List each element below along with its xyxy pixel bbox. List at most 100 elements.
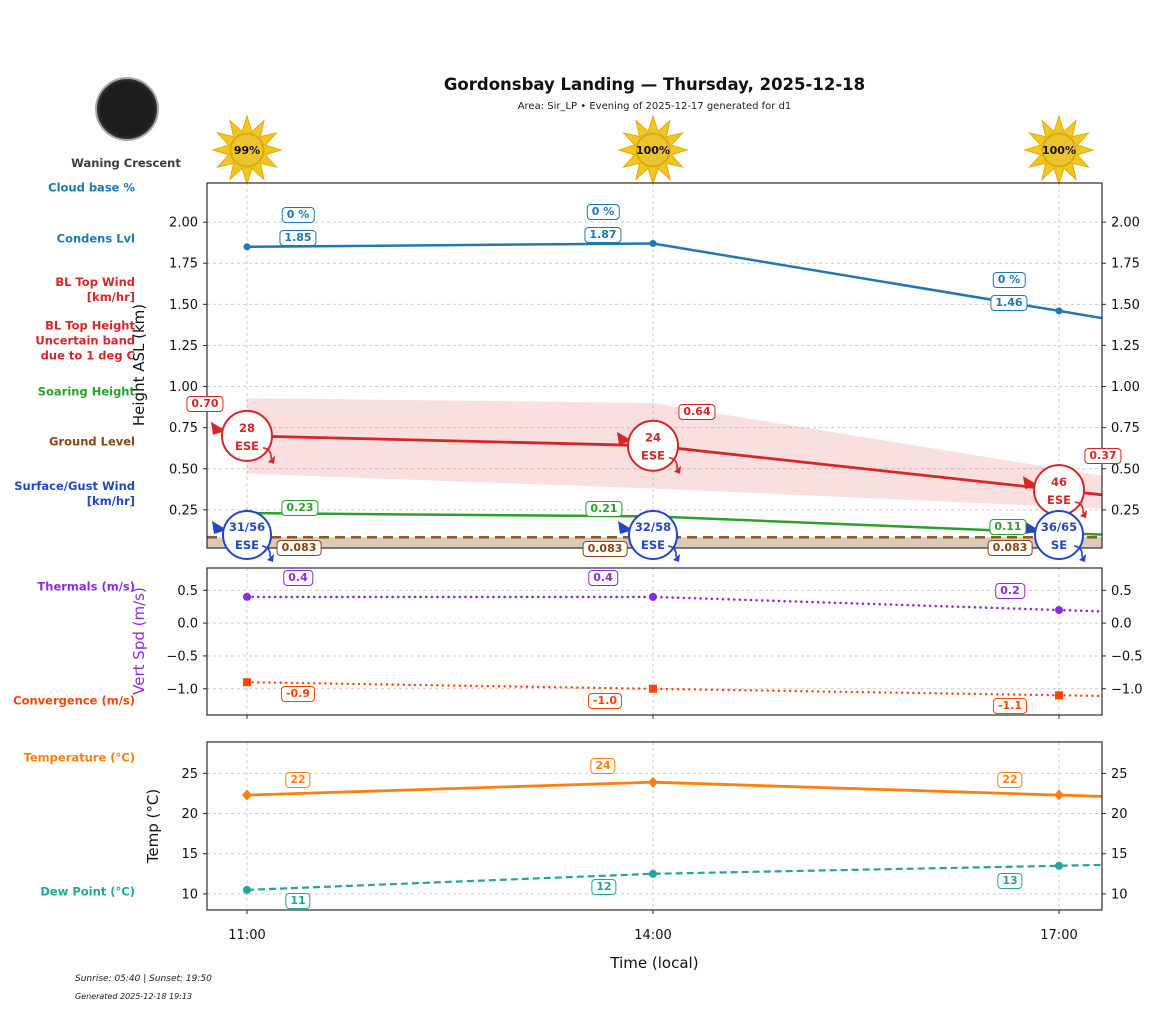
wind-dir-arrow-icon (1073, 545, 1083, 558)
y-tick-label: 0.25 (169, 503, 198, 518)
y-tick-label: 20 (181, 807, 198, 822)
y-tick-label: 0.0 (1111, 617, 1132, 632)
y-tick-label: 1.00 (1111, 380, 1140, 395)
sunrise-sunset-note: Sunrise: 05:40 | Sunset: 19:50 (75, 974, 212, 984)
moon-phase-label: Waning Crescent (71, 156, 181, 170)
wind-speed-label: 36/65 (1041, 520, 1077, 534)
wind-direction-label: ESE (641, 538, 665, 552)
point-marker (649, 869, 657, 878)
y-tick-label: −0.5 (166, 649, 198, 664)
point-marker (1055, 307, 1063, 315)
y-tick-label: 0.25 (1111, 503, 1140, 518)
row-label: BL Top Wind [km/hr] (55, 275, 135, 304)
point-marker (243, 243, 251, 251)
wind-circle (627, 419, 679, 472)
row-label: Cloud base % (48, 180, 135, 195)
sun-disc (1041, 132, 1077, 168)
y-tick-label: 25 (181, 767, 198, 782)
row-label: Dew Point (°C) (40, 884, 135, 899)
point-marker (243, 678, 251, 687)
point-marker (649, 240, 657, 248)
wind-speed-label: 28 (239, 421, 255, 435)
wind-dir-arrowhead (268, 455, 275, 464)
y-tick-label: −0.5 (1111, 649, 1143, 664)
y-tick-label: 0.75 (1111, 421, 1140, 436)
x-tick-label: 17:00 (1040, 928, 1078, 943)
y-tick-label: 15 (181, 847, 198, 862)
sunshine-percent-label: 100% (636, 144, 670, 157)
wind-dir-arrowhead (1079, 554, 1086, 562)
y-tick-label: 1.75 (169, 257, 198, 272)
y-tick-label: 0.75 (169, 421, 198, 436)
y-tick-label: 1.25 (1111, 339, 1140, 354)
point-marker (242, 789, 252, 801)
wind-speed-label: 24 (645, 431, 661, 445)
wind-dir-arrowhead (674, 465, 681, 474)
y-tick-label: 0.50 (1111, 462, 1140, 477)
bl-top-wind-badge: 46 ESE (1023, 464, 1087, 519)
y-tick-label: 10 (181, 887, 198, 902)
point-marker (649, 684, 657, 693)
sun-icon: 100% (1023, 114, 1095, 186)
x-tick-label: 11:00 (228, 928, 266, 943)
wind-dir-arrowhead (1080, 510, 1087, 519)
convergence-line (245, 681, 1104, 698)
wind-circle (628, 510, 678, 560)
y-tick-label: 0.0 (177, 617, 198, 632)
point-marker (1055, 606, 1063, 614)
point-marker (1054, 789, 1064, 801)
generated-note: Generated 2025-12-18 19:13 (75, 992, 193, 1001)
sun-disc (635, 132, 671, 168)
sun-icon: 100% (617, 114, 689, 186)
wind-speed-label: 31/56 (229, 520, 265, 534)
y-tick-label: 0.5 (177, 584, 198, 599)
row-label: Thermals (m/s) (37, 579, 135, 594)
point-marker (648, 776, 658, 788)
wind-dir-arrowhead (673, 554, 680, 562)
wind-direction-label: ESE (641, 449, 665, 463)
wind-direction-label: ESE (235, 439, 259, 453)
wind-dir-arrowhead (267, 554, 274, 562)
wind-direction-label: SE (1051, 538, 1067, 552)
point-marker (1055, 691, 1063, 700)
moon-phase-icon (95, 77, 159, 141)
bl-top-wind-badge: 24 ESE (617, 419, 681, 474)
y-tick-label: 1.00 (169, 380, 198, 395)
wind-direction-label: ESE (235, 538, 259, 552)
row-label: Surface/Gust Wind [km/hr] (14, 479, 135, 508)
y-tick-label: 1.50 (1111, 298, 1140, 313)
y-axis-title: Temp (°C) (144, 788, 162, 864)
temperature-line (246, 780, 1103, 798)
point-marker (243, 885, 251, 894)
y-tick-label: 15 (1111, 847, 1128, 862)
bl-top-wind-badge: 28 ESE (211, 409, 275, 464)
sunshine-percent-label: 100% (1042, 144, 1076, 157)
wind-circle (222, 510, 272, 560)
y-tick-label: 25 (1111, 767, 1128, 782)
y-tick-label: 1.50 (169, 298, 198, 313)
point-marker (243, 592, 251, 601)
sun-icon: 99% (211, 114, 283, 186)
wind-circle (1033, 464, 1085, 517)
surface-wind-badge: 36/65 SE (1024, 510, 1086, 562)
y-tick-label: −1.0 (1111, 682, 1143, 697)
wind-circle (1034, 510, 1084, 560)
wind-dir-arrow-icon (262, 447, 272, 459)
y-tick-label: 1.75 (1111, 257, 1140, 272)
wind-dir-arrow-icon (667, 545, 677, 558)
wind-speed-label: 32/58 (635, 520, 671, 534)
y-tick-label: 0.5 (1111, 584, 1132, 599)
sun-disc (229, 132, 265, 168)
surface-wind-badge: 32/58 ESE (618, 510, 680, 562)
wind-dir-arrow-icon (261, 545, 271, 558)
dew-point-line (246, 863, 1103, 891)
wind-circle (221, 409, 273, 462)
y-tick-label: 2.00 (1111, 216, 1140, 231)
wind-direction-label: ESE (1047, 493, 1071, 507)
condens-lvl-line (246, 242, 1103, 320)
wind-dir-arrow-icon (1074, 501, 1084, 514)
sunshine-percent-label: 99% (234, 144, 260, 157)
row-label: Condens Lvl (56, 231, 135, 246)
